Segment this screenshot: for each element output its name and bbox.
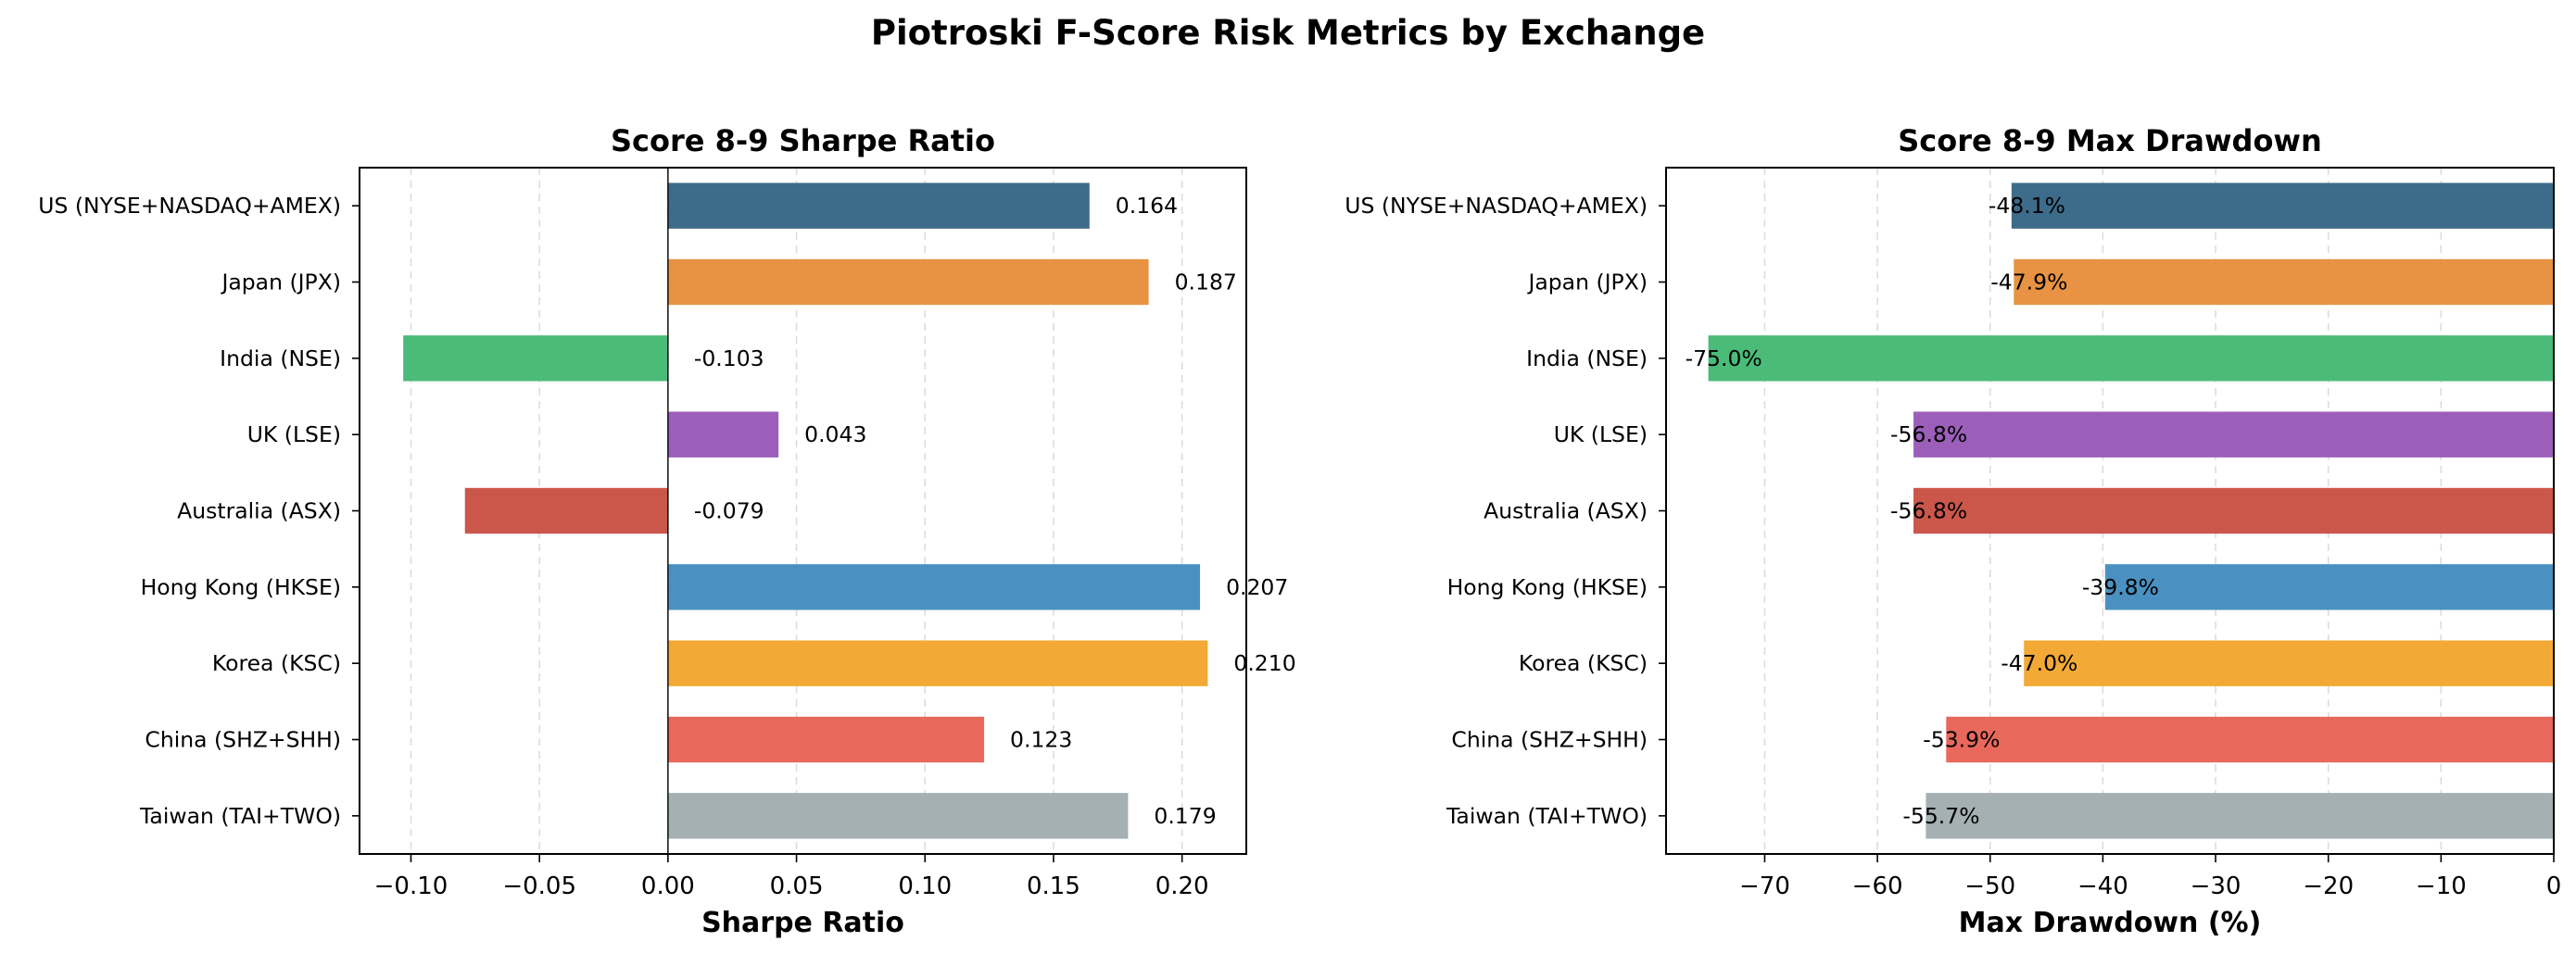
category-label-5: Australia (ASX) (1484, 498, 1648, 524)
bar-1 (667, 182, 1090, 229)
x-tick-label-3: −40 (2077, 872, 2128, 900)
bar-9 (1926, 793, 2554, 839)
bar-8 (1946, 716, 2554, 763)
category-label-3: India (NSE) (1526, 345, 1648, 371)
bar-2 (2014, 258, 2554, 306)
data-label-2: -47.9% (1990, 270, 2067, 295)
x-tick-label-4: −30 (2191, 872, 2241, 900)
data-label-3: -0.103 (694, 345, 764, 371)
data-label-5: -0.079 (694, 498, 764, 524)
sharpe-ratio-panel: 0.164 0.187 -0.103 0.043 -0.079 0.207 0.210 0.1… (38, 123, 1295, 939)
data-label-8: -53.9% (1923, 727, 2000, 753)
category-label-8: China (SHZ+SHH) (145, 727, 341, 753)
x-tick-label-6: 0.20 (1155, 872, 1209, 900)
category-label-8: China (SHZ+SHH) (1451, 727, 1648, 753)
bar-3 (403, 335, 668, 382)
category-label-3: India (NSE) (220, 345, 341, 371)
category-label-1: US (NYSE+NASDAQ+AMEX) (1345, 193, 1648, 219)
bar-9 (667, 793, 1129, 839)
x-tick-label-2: 0.00 (641, 872, 695, 900)
data-label-8: 0.123 (1010, 727, 1072, 753)
x-tick-label-0: −70 (1739, 872, 1790, 900)
category-label-4: UK (LSE) (1554, 421, 1648, 447)
data-label-2: 0.187 (1175, 270, 1237, 295)
data-label-3: -75.0% (1686, 345, 1762, 371)
bar-3 (1708, 335, 2554, 382)
data-label-5: -56.8% (1890, 498, 1967, 524)
category-label-4: UK (LSE) (247, 421, 341, 447)
data-label-9: -55.7% (1902, 803, 1979, 829)
bar-6 (667, 564, 1201, 610)
category-label-7: Korea (KSC) (212, 650, 341, 676)
category-label-9: Taiwan (TAI+TWO) (139, 803, 341, 829)
category-label-9: Taiwan (TAI+TWO) (1446, 803, 1648, 829)
x-tick-label-4: 0.10 (898, 872, 952, 900)
category-label-1: US (NYSE+NASDAQ+AMEX) (38, 193, 341, 219)
bar-6 (2104, 564, 2554, 610)
max-drawdown-panel: -48.1% -47.9% -75.0% -56.8% -56.8% -39.8% -47.… (1345, 123, 2561, 939)
data-label-1: 0.164 (1116, 193, 1178, 219)
x-tick-label-7: 0 (2546, 872, 2562, 900)
bar-4 (1913, 411, 2554, 458)
x-tick-label-2: −50 (1964, 872, 2015, 900)
data-label-4: -56.8% (1890, 421, 1967, 447)
data-label-9: 0.179 (1154, 803, 1216, 829)
data-label-4: 0.043 (804, 421, 866, 447)
category-label-6: Hong Kong (HKSE) (141, 574, 341, 600)
bar-2 (667, 258, 1149, 306)
data-label-7: -47.0% (2001, 650, 2077, 676)
panel-title: Score 8-9 Max Drawdown (1898, 123, 2322, 158)
category-label-6: Hong Kong (HKSE) (1447, 574, 1648, 600)
x-axis-label: Max Drawdown (%) (1959, 907, 2262, 939)
bar-7 (2024, 640, 2554, 686)
x-tick-label-5: −20 (2303, 872, 2354, 900)
bar-7 (667, 640, 1208, 686)
bar-4 (667, 411, 779, 458)
data-label-6: 0.207 (1226, 574, 1288, 600)
bar-5 (1913, 487, 2554, 534)
bar-1 (2011, 182, 2554, 229)
x-tick-label-0: −0.10 (374, 872, 448, 900)
bar-5 (464, 487, 668, 534)
x-axis-label: Sharpe Ratio (701, 907, 904, 939)
x-tick-label-1: −0.05 (502, 872, 576, 900)
data-label-1: -48.1% (1989, 193, 2065, 219)
category-label-2: Japan (JPX) (1526, 270, 1648, 295)
panel-title: Score 8-9 Sharpe Ratio (611, 123, 995, 158)
x-tick-label-1: −60 (1852, 872, 1903, 900)
x-tick-label-5: 0.15 (1027, 872, 1080, 900)
data-label-7: 0.210 (1233, 650, 1295, 676)
category-label-2: Japan (JPX) (220, 270, 341, 295)
bar-8 (667, 716, 985, 763)
category-label-5: Australia (ASX) (177, 498, 341, 524)
x-tick-label-6: −10 (2416, 872, 2467, 900)
category-label-7: Korea (KSC) (1519, 650, 1648, 676)
data-label-6: -39.8% (2082, 574, 2159, 600)
figure-title: Piotroski F-Score Risk Metrics by Exchan… (871, 13, 1705, 53)
x-tick-label-3: 0.05 (770, 872, 824, 900)
